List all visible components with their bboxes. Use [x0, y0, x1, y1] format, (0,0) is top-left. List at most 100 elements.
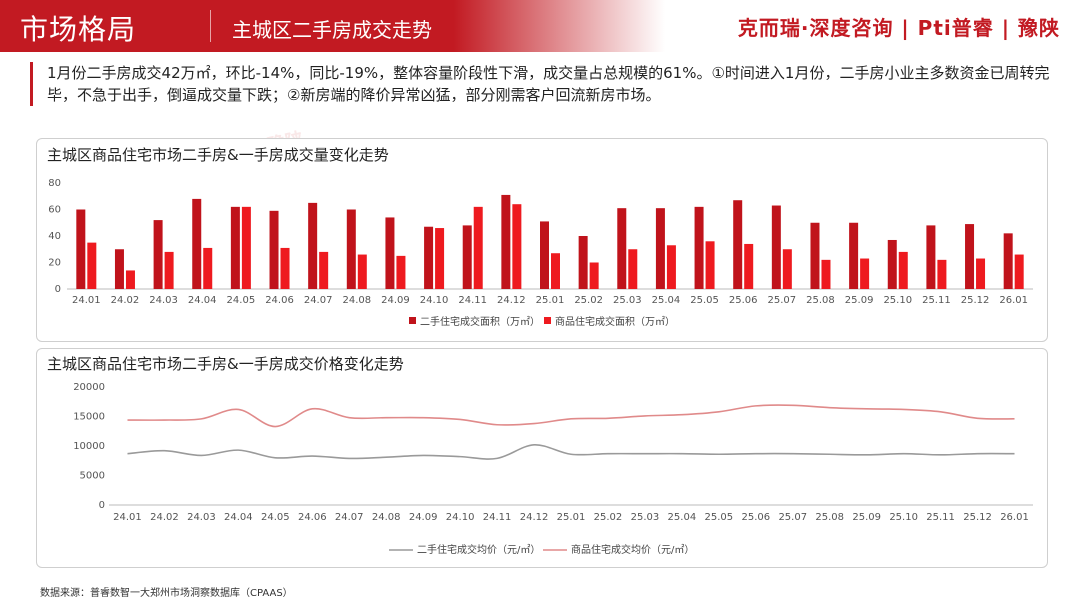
x-tick-label: 24.08 [372, 512, 401, 523]
y-tick-label: 5000 [80, 471, 105, 482]
x-tick-label: 24.07 [335, 512, 364, 523]
bar-new-home [319, 251, 329, 289]
bar-new-home [241, 206, 251, 289]
bar-used-home [230, 206, 240, 289]
x-tick-label: 24.11 [458, 295, 487, 306]
y-tick-label: 60 [48, 205, 61, 216]
legend-label-new-price: 商品住宅成交均价（元/㎡） [571, 543, 694, 556]
x-tick-label: 24.10 [420, 295, 449, 306]
line-new-home-price [127, 404, 1015, 428]
x-tick-label: 25.04 [668, 512, 697, 523]
bar-used-home [346, 209, 356, 289]
bar-used-home [308, 202, 318, 289]
bar-new-home [589, 262, 599, 289]
x-tick-label: 25.05 [690, 295, 719, 306]
section-title: 市场格局 [20, 13, 137, 46]
x-tick-label: 24.07 [304, 295, 333, 306]
bar-new-home [280, 247, 290, 289]
bar-new-home [473, 206, 483, 289]
y-tick-label: 20 [48, 258, 61, 269]
x-tick-label: 25.12 [963, 512, 992, 523]
x-tick-label: 25.10 [883, 295, 912, 306]
x-tick-label: 25.03 [613, 295, 642, 306]
bar-used-home [114, 249, 124, 289]
legend-label-used-price: 二手住宅成交均价（元/㎡） [417, 543, 540, 556]
bar-new-home [551, 253, 560, 289]
bar-new-home [357, 254, 367, 289]
bar-used-home [771, 205, 781, 289]
bar-used-home [965, 224, 975, 289]
x-tick-label: 25.01 [557, 512, 586, 523]
data-source-note: 数据来源：普睿数智一大郑州市场洞察数据库（CPAAS） [40, 588, 293, 599]
bar-new-home [666, 245, 676, 289]
x-tick-label: 24.02 [150, 512, 179, 523]
y-tick-label: 10000 [73, 441, 105, 452]
legend-swatch-used [409, 317, 416, 324]
x-tick-label: 26.01 [1000, 512, 1029, 523]
x-tick-label: 24.03 [187, 512, 216, 523]
page-title: 主城区二手房成交走势 [232, 18, 432, 42]
header-section-block [0, 0, 195, 52]
x-tick-label: 24.12 [497, 295, 526, 306]
x-tick-label: 24.01 [113, 512, 142, 523]
x-tick-label: 25.02 [574, 295, 603, 306]
bar-used-home [733, 200, 743, 289]
x-tick-label: 25.10 [889, 512, 918, 523]
bar-new-home [821, 259, 831, 289]
bar-used-home [385, 217, 395, 289]
price-chart-panel: 主城区商品住宅市场二手房&一手房成交价格变化走势 0 5000 10000 15000… [36, 348, 1048, 568]
legend-label-new: 商品住宅成交面积（万㎡） [555, 315, 675, 328]
x-tick-label: 25.11 [926, 512, 955, 523]
x-tick-label: 25.03 [631, 512, 660, 523]
x-tick-label: 24.04 [188, 295, 217, 306]
bar-used-home [849, 222, 859, 289]
x-tick-label: 25.06 [741, 512, 770, 523]
x-tick-label: 24.03 [149, 295, 178, 306]
x-tick-label: 25.07 [778, 512, 807, 523]
bar-new-home [512, 204, 522, 289]
bar-new-home [125, 270, 135, 289]
volume-chart-title: 主城区商品住宅市场二手房&一手房成交量变化走势 [47, 146, 389, 164]
legend-swatch-new [544, 317, 551, 324]
bar-used-home [655, 208, 665, 289]
x-tick-label: 24.12 [520, 512, 549, 523]
bar-used-home [617, 208, 627, 289]
bar-used-home [76, 209, 86, 289]
x-tick-label: 25.08 [815, 512, 844, 523]
bar-new-home [164, 251, 174, 289]
bar-used-home [926, 225, 936, 289]
bar-used-home [269, 210, 279, 289]
bar-new-home [628, 249, 638, 289]
x-tick-label: 25.07 [768, 295, 797, 306]
x-tick-label: 24.08 [342, 295, 371, 306]
summary-text: 1月份二手房成交42万㎡，环比-14%，同比-19%，整体容量阶段性下滑，成交量… [30, 62, 1067, 106]
x-tick-label: 25.06 [729, 295, 758, 306]
x-tick-label: 25.09 [845, 295, 874, 306]
volume-chart-panel: 主城区商品住宅市场二手房&一手房成交量变化走势 0 20 40 60 80 24.01 24… [36, 138, 1048, 342]
bar-new-home [1014, 254, 1024, 289]
y-tick-label: 40 [48, 231, 61, 242]
bar-new-home [396, 255, 406, 289]
line-used-home-price [127, 444, 1015, 460]
bar-new-home [782, 249, 792, 289]
y-tick-label: 0 [55, 284, 61, 295]
bar-new-home [976, 258, 986, 289]
x-tick-label: 25.05 [705, 512, 734, 523]
bar-new-home [87, 242, 97, 289]
bar-new-home [705, 241, 715, 289]
x-tick-label: 25.08 [806, 295, 835, 306]
bar-new-home [435, 228, 445, 289]
x-tick-label: 24.06 [265, 295, 294, 306]
bar-new-home [203, 247, 213, 289]
header-gradient [195, 0, 665, 52]
bar-new-home [937, 259, 947, 289]
bar-used-home [501, 194, 511, 289]
bar-used-home [540, 221, 549, 289]
x-tick-label: 24.09 [381, 295, 410, 306]
x-tick-label: 24.05 [261, 512, 290, 523]
x-tick-label: 25.04 [652, 295, 681, 306]
bar-new-home [898, 251, 908, 289]
x-tick-label: 24.02 [111, 295, 140, 306]
price-chart-title: 主城区商品住宅市场二手房&一手房成交价格变化走势 [47, 355, 404, 373]
header-bar: 市场格局 主城区二手房成交走势 克而瑞·深度咨询 | Pti普睿 | 豫陕 [0, 0, 1080, 52]
